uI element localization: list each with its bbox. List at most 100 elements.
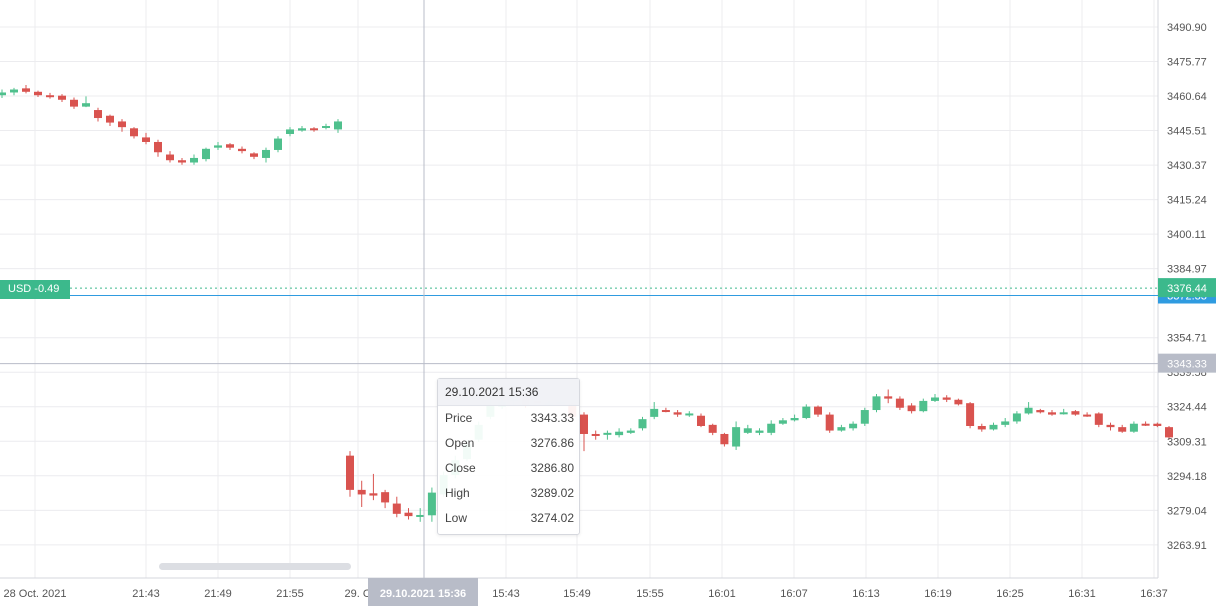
crosshair xyxy=(0,0,1158,578)
ohlc-tooltip: 29.10.2021 15:36 Price 3343.33 Open 3276.8… xyxy=(437,378,580,535)
candle-body xyxy=(334,121,342,130)
candle-body xyxy=(849,423,858,429)
candle-body xyxy=(154,141,162,153)
x-tick-label: 15:43 xyxy=(492,588,520,600)
candle-body xyxy=(34,91,42,96)
y-tick-label: 3415.24 xyxy=(1167,195,1207,207)
usd-price-tag-text: 3376.44 xyxy=(1167,283,1207,295)
candle-body xyxy=(82,103,90,107)
y-tick-label: 3400.11 xyxy=(1167,229,1206,241)
candle-body xyxy=(743,428,752,433)
time-axis: 28 Oct. 2021 21:43 21:49 21:55 29. O 15:43 15:… xyxy=(4,588,1168,600)
candle-body xyxy=(860,410,869,424)
y-tick-label: 3445.51 xyxy=(1167,126,1207,138)
candle-body xyxy=(94,110,102,119)
crosshair-price-tag xyxy=(1158,353,1216,373)
candle-body xyxy=(427,492,436,516)
price-axis: 3490.90 3475.77 3460.64 3445.51 3430.37 3415.… xyxy=(1167,22,1207,552)
tooltip-value: 3289.02 xyxy=(530,486,574,500)
candle-body xyxy=(0,92,6,96)
x-tick-label: 15:55 xyxy=(636,588,664,600)
tooltip-label: Price xyxy=(445,411,473,425)
y-tick-label: 3263.91 xyxy=(1167,540,1207,552)
usd-label: USD -0.49 xyxy=(0,280,70,299)
candle-body xyxy=(825,414,834,431)
candle-body xyxy=(638,419,647,429)
candle-body xyxy=(966,403,975,426)
horizontal-scrollbar[interactable] xyxy=(159,563,351,570)
candle-body xyxy=(872,396,881,411)
tooltip-row-close: Close 3286.80 xyxy=(438,456,579,481)
candle-body xyxy=(381,492,390,503)
candle-body xyxy=(1083,414,1092,417)
candle-body xyxy=(591,433,600,436)
y-tick-label: 3324.44 xyxy=(1167,402,1207,414)
candle-body xyxy=(322,126,330,129)
tooltip-value: 3274.02 xyxy=(530,511,574,525)
candle-body xyxy=(262,149,270,158)
candle-body xyxy=(118,121,126,128)
candle-body xyxy=(884,396,893,399)
candle-body xyxy=(989,424,998,430)
candle-body xyxy=(214,145,222,148)
tooltip-row-low: Low 3274.02 xyxy=(438,506,579,531)
candle-body xyxy=(346,455,354,490)
candle-body xyxy=(1059,412,1068,415)
candle-body xyxy=(697,415,705,426)
candle-body xyxy=(178,160,186,163)
tooltip-label: Open xyxy=(445,436,475,450)
candle-body xyxy=(404,512,413,517)
x-tick-label: 16:13 xyxy=(852,588,880,600)
usd-price-tag xyxy=(1158,278,1216,298)
x-tick-label: 16:19 xyxy=(924,588,952,600)
x-tick-label: 16:31 xyxy=(1068,588,1096,600)
candle-body xyxy=(650,408,659,417)
candle-body xyxy=(238,148,246,152)
tooltip-row-open: Open 3276.86 xyxy=(438,431,579,456)
candle-body xyxy=(732,427,741,447)
candle-body xyxy=(907,405,916,412)
candle-body xyxy=(919,400,928,412)
candle-body xyxy=(778,420,787,424)
tooltip-label: Low xyxy=(445,511,468,525)
x-tick-label: 21:49 xyxy=(204,588,232,600)
tooltip-title: 29.10.2021 15:36 xyxy=(438,379,579,406)
candle-body xyxy=(1094,413,1103,425)
candle-body xyxy=(130,128,138,137)
tooltip-label: Close xyxy=(445,461,476,475)
crosshair-time-tag xyxy=(368,578,478,606)
candle-body xyxy=(720,433,729,445)
candle-body xyxy=(661,410,670,413)
candle-body xyxy=(416,514,425,517)
y-tick-label: 3384.97 xyxy=(1167,264,1207,276)
candle-body xyxy=(942,397,951,400)
candle-body xyxy=(1012,413,1021,422)
x-tick-label: 21:43 xyxy=(132,588,160,600)
candle-body xyxy=(357,489,366,495)
candle-body xyxy=(46,95,54,98)
candle-body xyxy=(755,430,764,433)
candle-body xyxy=(1118,427,1127,432)
candle-body xyxy=(202,148,210,160)
crosshair-price-tag-text: 3343.33 xyxy=(1167,359,1207,371)
candle-body xyxy=(1024,407,1033,414)
candle-body xyxy=(615,431,624,436)
candle-body xyxy=(1048,412,1056,415)
y-tick-label: 3309.31 xyxy=(1167,436,1207,448)
candle-body xyxy=(166,154,174,161)
crosshair-time-tag-text: 29.10.2021 15:36 xyxy=(380,588,466,600)
x-tick-label: 16:37 xyxy=(1140,588,1168,600)
reference-lines xyxy=(0,287,1158,297)
candle-body xyxy=(626,430,635,433)
y-tick-label: 3430.37 xyxy=(1167,160,1207,172)
candle-body xyxy=(977,425,986,430)
candle-body xyxy=(1001,421,1010,425)
candle-body xyxy=(837,427,846,431)
candle-body xyxy=(142,137,150,142)
tooltip-label: High xyxy=(445,486,470,500)
candles xyxy=(0,84,1173,522)
tooltip-value: 3276.86 xyxy=(530,436,574,450)
candle-body xyxy=(274,138,282,150)
